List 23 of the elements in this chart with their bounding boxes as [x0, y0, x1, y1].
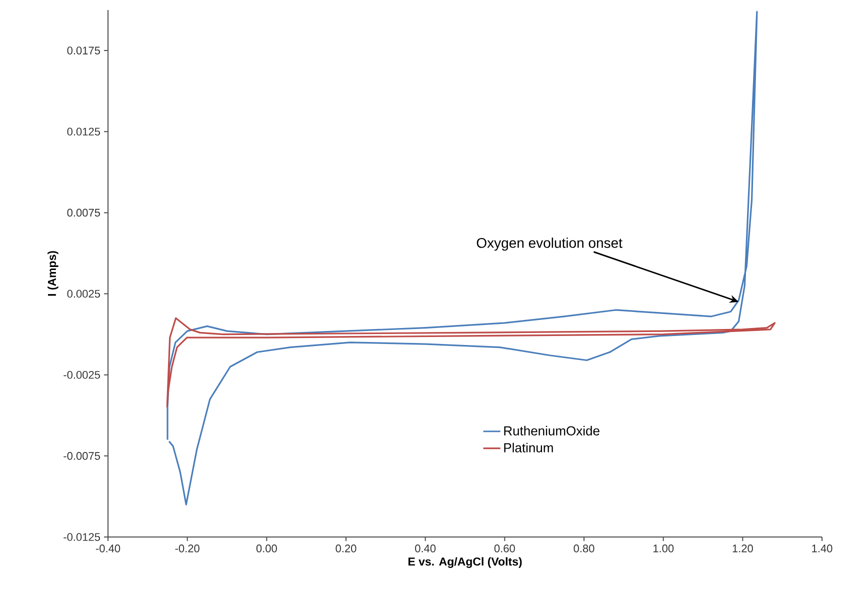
y-tick-label: 0.0175	[67, 46, 100, 54]
x-tick-label: 1.00	[653, 544, 674, 552]
y-tick-label: -0.0125	[64, 533, 100, 541]
y-tick-label: 0.0125	[67, 128, 100, 136]
x-tick-label: 0.20	[336, 544, 356, 552]
x-tick-label: 0.40	[415, 544, 436, 552]
x-tick-label: 1.40	[812, 544, 832, 552]
x-tick-label: 0.80	[574, 544, 594, 552]
legend-label: RutheniumOxide	[504, 426, 600, 436]
y-tick-label: 0.0025	[67, 290, 100, 298]
legend-label: Platinum	[504, 442, 553, 452]
y-tick-label: 0.0075	[67, 208, 100, 217]
x-tick-label: 0.00	[256, 544, 277, 552]
line-series	[166, 317, 776, 408]
x-tick-label: 1.20	[732, 544, 753, 552]
x-tick-label: -0.40	[96, 544, 120, 552]
y-axis-title: I (Amps)	[48, 251, 58, 296]
x-axis-title: E vs. Ag/AgCl (Volts)	[408, 557, 522, 568]
y-tick-label: -0.0075	[64, 452, 100, 460]
x-tick-label: -0.20	[175, 544, 200, 552]
y-tick-label: -0.0025	[64, 370, 100, 379]
x-tick-label: 0.60	[494, 544, 515, 552]
annotation: Oxygen evolution onset	[476, 238, 622, 251]
